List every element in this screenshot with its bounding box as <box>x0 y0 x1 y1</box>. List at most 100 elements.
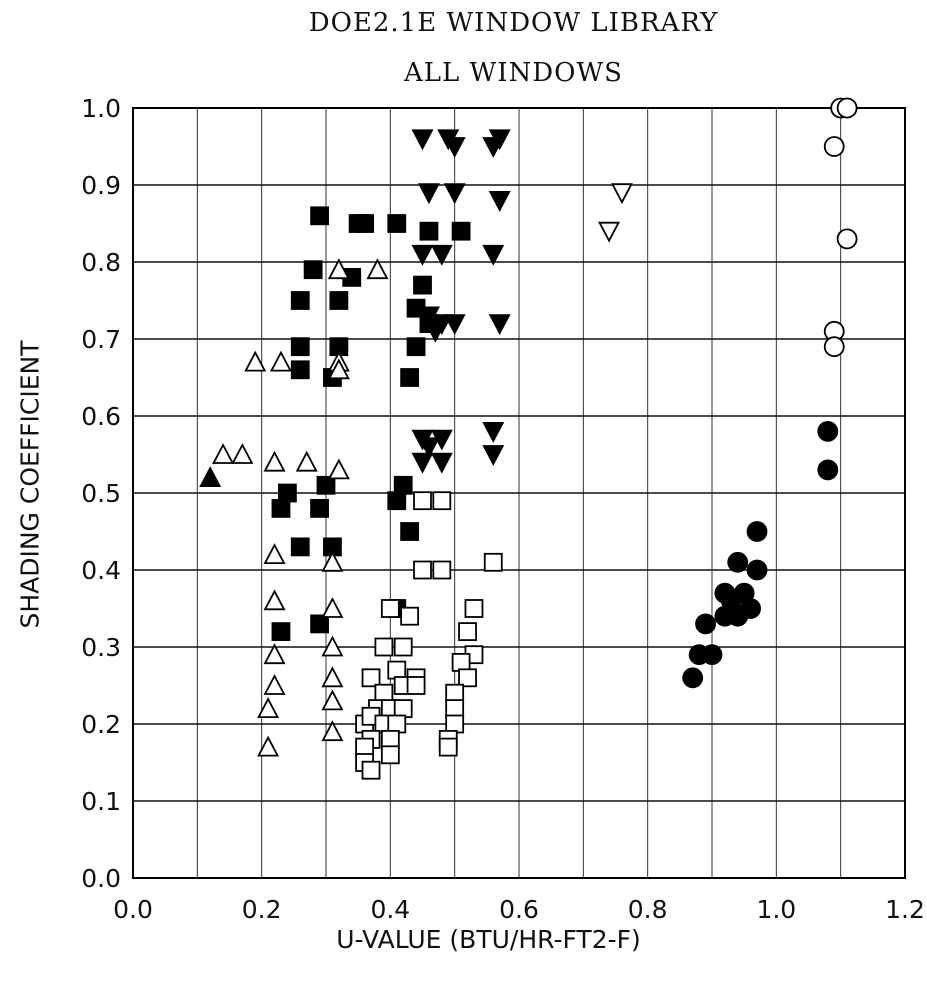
x-tick-label: 0.4 <box>370 895 410 924</box>
y-tick-label: 1.0 <box>81 94 121 123</box>
data-point <box>321 666 344 688</box>
data-point <box>271 622 291 641</box>
data-point <box>746 521 768 542</box>
data-point <box>823 136 845 157</box>
data-point <box>321 689 344 711</box>
data-point <box>483 552 503 572</box>
data-point <box>387 491 407 511</box>
chart-title: DOE2.1E WINDOW LIBRARY <box>308 8 719 38</box>
data-point <box>277 483 297 503</box>
data-point <box>400 368 420 387</box>
data-point <box>464 599 484 618</box>
data-point <box>374 637 394 657</box>
data-point <box>482 421 505 443</box>
data-point <box>451 653 471 672</box>
data-point <box>393 699 413 718</box>
data-point <box>303 260 323 280</box>
data-point <box>321 720 344 742</box>
data-point <box>199 466 222 488</box>
data-point <box>430 452 453 474</box>
data-point <box>488 190 511 212</box>
data-point <box>374 683 394 703</box>
data-point <box>445 714 465 734</box>
data-point <box>411 452 434 474</box>
data-point <box>380 730 400 749</box>
data-point <box>746 559 768 581</box>
chart-subtitle: ALL WINDOWS <box>403 58 623 88</box>
data-point <box>438 737 458 757</box>
y-tick-label: 0.4 <box>81 556 121 585</box>
data-point <box>387 714 407 734</box>
y-tick-label: 0.6 <box>81 402 121 431</box>
data-point <box>682 667 704 689</box>
data-point <box>321 550 344 572</box>
data-point <box>393 637 413 657</box>
data-point <box>411 244 434 266</box>
data-point <box>329 291 349 310</box>
data-point <box>458 622 477 641</box>
data-point <box>443 183 466 205</box>
data-point <box>598 221 621 243</box>
data-point <box>817 420 839 442</box>
data-point <box>445 699 465 718</box>
data-point <box>263 643 286 665</box>
data-point <box>380 745 400 765</box>
data-point <box>290 291 310 310</box>
data-point <box>406 337 426 357</box>
data-point <box>290 360 310 380</box>
data-point <box>310 206 329 226</box>
data-point <box>430 314 453 336</box>
y-tick-label: 0.9 <box>81 171 121 200</box>
data-point <box>361 760 381 780</box>
data-point <box>355 214 375 233</box>
data-point <box>432 491 452 511</box>
y-tick-label: 0.8 <box>81 248 121 277</box>
data-point <box>393 475 413 495</box>
data-point <box>263 450 286 472</box>
y-tick-label: 0.5 <box>81 479 121 508</box>
x-tick-label: 1.2 <box>885 895 925 924</box>
data-point <box>482 445 505 466</box>
data-point <box>400 522 420 541</box>
data-point <box>271 498 291 518</box>
data-point <box>488 129 511 151</box>
x-tick-label: 0.6 <box>499 895 539 924</box>
data-point <box>310 614 329 634</box>
data-point <box>411 129 434 151</box>
x-tick-label: 0.8 <box>628 895 668 924</box>
y-tick-label: 0.3 <box>81 633 121 662</box>
data-point <box>488 314 511 336</box>
data-point <box>740 598 761 619</box>
x-tick-label: 0.0 <box>113 895 153 924</box>
data-point <box>257 735 280 757</box>
data-point <box>355 737 375 757</box>
data-point <box>432 560 452 580</box>
data-point <box>836 228 858 250</box>
data-point <box>327 258 350 280</box>
data-point <box>406 676 426 695</box>
data-point <box>823 336 845 358</box>
data-point <box>387 660 407 680</box>
y-tick-label: 0.2 <box>81 710 121 739</box>
data-point <box>817 459 839 481</box>
data-point <box>263 543 286 564</box>
data-point <box>361 668 381 688</box>
data-point <box>327 358 350 380</box>
data-point <box>443 137 466 158</box>
data-point <box>445 683 465 703</box>
data-point <box>263 589 286 611</box>
data-point <box>263 674 286 695</box>
y-tick-label: 0.1 <box>81 787 121 816</box>
y-axis-label: SHADING COEFFICIENT <box>15 340 45 629</box>
data-point <box>458 668 477 688</box>
data-point <box>366 258 389 280</box>
data-point <box>413 560 432 580</box>
data-point <box>231 443 254 464</box>
data-point <box>380 599 400 618</box>
data-point <box>727 551 749 573</box>
data-point <box>417 183 440 205</box>
data-point <box>482 244 505 266</box>
data-point <box>212 443 235 464</box>
